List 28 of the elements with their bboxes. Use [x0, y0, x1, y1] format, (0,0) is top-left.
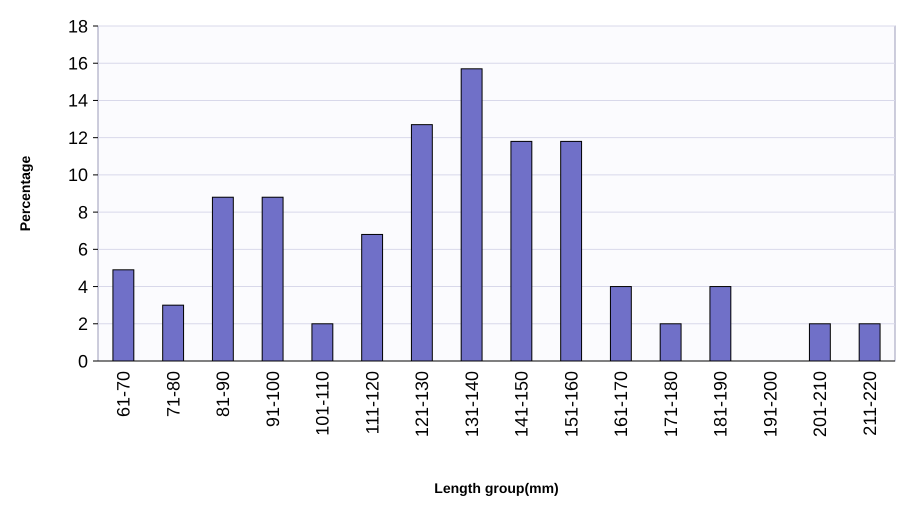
x-tick-label: 151-160 [561, 371, 582, 438]
x-tick-label: 201-210 [810, 371, 830, 438]
x-tick-label: 61-70 [114, 371, 134, 418]
x-axis-title: Length group(mm) [434, 480, 559, 496]
x-tick-label: 121-130 [412, 371, 432, 438]
y-tick-label: 10 [68, 165, 88, 186]
y-tick-label: 12 [68, 128, 88, 148]
y-tick-label: 8 [78, 202, 88, 222]
x-tick-label: 111-120 [362, 371, 382, 434]
y-tick-label: 0 [78, 351, 88, 372]
x-tick-label: 71-80 [163, 371, 184, 418]
y-tick-label: 6 [78, 240, 88, 260]
y-tick-label: 2 [78, 314, 88, 334]
x-tick-label: 141-150 [512, 371, 532, 438]
x-tick-label: 91-100 [262, 371, 283, 428]
y-tick-label: 4 [78, 276, 88, 297]
x-tick-label: 191-200 [760, 371, 780, 438]
x-tick-label: 161-170 [611, 371, 632, 438]
x-tick-label: 131-140 [462, 371, 482, 438]
y-tick-label: 16 [68, 54, 88, 74]
x-tick-label: 211-220 [860, 371, 880, 436]
x-tick-label: 181-190 [710, 371, 731, 438]
x-tick-label: 81-90 [213, 371, 234, 418]
x-tick-label: 101-110 [312, 371, 333, 436]
x-tick-label: 171-180 [660, 371, 681, 438]
y-tick-label: 18 [68, 16, 88, 36]
y-axis-title: Percentage [17, 156, 33, 232]
y-tick-label: 14 [68, 90, 88, 111]
